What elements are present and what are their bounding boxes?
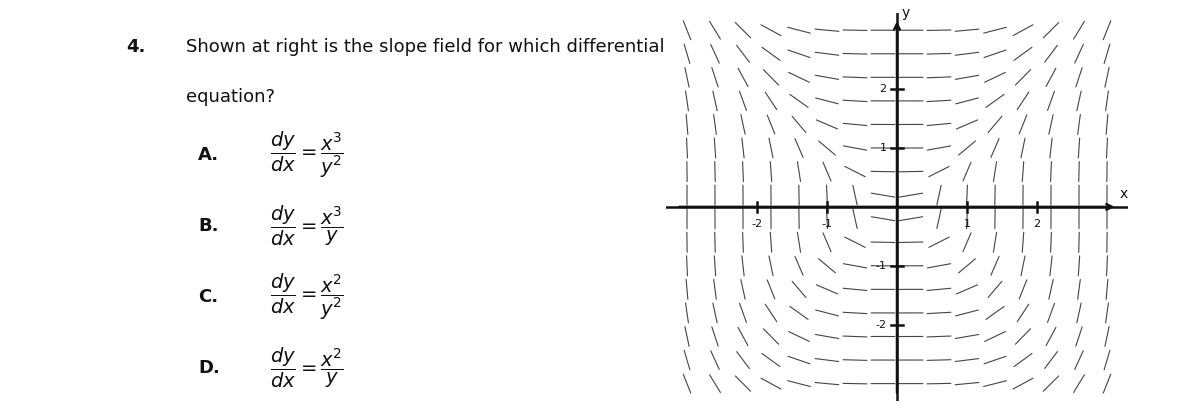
Text: x: x xyxy=(1120,187,1128,201)
Text: equation?: equation? xyxy=(186,88,275,106)
Text: $\dfrac{dy}{dx} = \dfrac{x^3}{y^2}$: $\dfrac{dy}{dx} = \dfrac{x^3}{y^2}$ xyxy=(270,130,344,180)
Text: D.: D. xyxy=(198,359,220,377)
Text: -1: -1 xyxy=(822,219,833,229)
Text: $\dfrac{dy}{dx} = \dfrac{x^3}{y}$: $\dfrac{dy}{dx} = \dfrac{x^3}{y}$ xyxy=(270,204,344,248)
Text: C.: C. xyxy=(198,288,218,306)
Text: $\dfrac{dy}{dx} = \dfrac{x^2}{y^2}$: $\dfrac{dy}{dx} = \dfrac{x^2}{y^2}$ xyxy=(270,272,344,322)
Text: B.: B. xyxy=(198,217,218,235)
Text: 2: 2 xyxy=(1033,219,1040,229)
Text: 1: 1 xyxy=(964,219,971,229)
Text: -2: -2 xyxy=(751,219,762,229)
Text: -2: -2 xyxy=(875,320,887,330)
Text: A.: A. xyxy=(198,145,220,164)
Text: Shown at right is the slope field for which differential: Shown at right is the slope field for wh… xyxy=(186,38,665,56)
Text: y: y xyxy=(901,5,910,20)
Text: 2: 2 xyxy=(880,84,887,94)
Text: 1: 1 xyxy=(880,143,887,153)
Text: $\dfrac{dy}{dx} = \dfrac{x^2}{y}$: $\dfrac{dy}{dx} = \dfrac{x^2}{y}$ xyxy=(270,346,344,390)
Text: -1: -1 xyxy=(876,261,887,271)
Text: 4.: 4. xyxy=(126,38,145,56)
